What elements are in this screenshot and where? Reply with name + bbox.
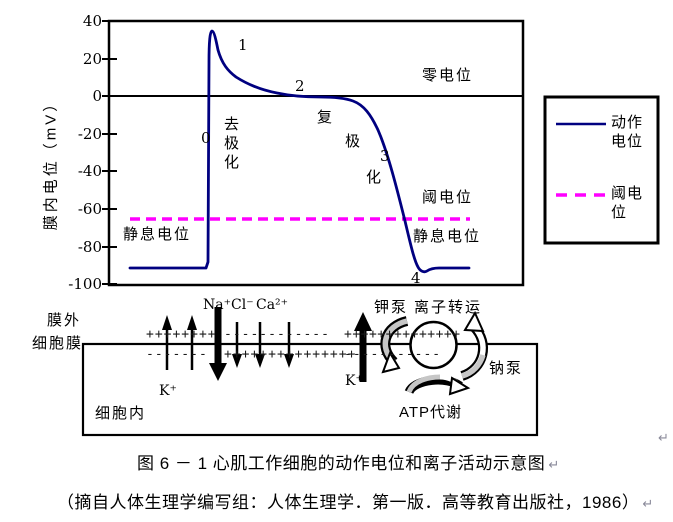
inside-cell-label: 细胞内 [95, 405, 147, 422]
figure-source: （摘自人体生理学编写组：人体生理学．第一版．高等教育出版社，1986） ↵ [57, 488, 654, 513]
figure-caption: 图 6 － 1 心肌工作细胞的动作电位和离子活动示意图 ↵ [137, 449, 560, 474]
repolarization-char-1: 复 [317, 109, 335, 126]
depolarization-label: 去极化 [222, 116, 239, 173]
legend-action-potential-label: 动作电位 [611, 114, 644, 150]
na-influx-arrow [209, 307, 227, 381]
charge-row-right-inside: ----------- [344, 347, 442, 362]
outside-membrane-label: 膜外 [47, 312, 82, 329]
y-tick-n80: -80 [77, 238, 102, 256]
ion-transport-label: 离子转运 [414, 299, 483, 316]
ca-ion-label: Ca²⁺ [256, 297, 289, 313]
atp-cycle-arrow [404, 374, 471, 396]
cell-membrane-label: 细胞膜 [32, 335, 84, 352]
y-tick-n100: -100 [68, 275, 102, 293]
sodium-pump-curved-arrow [460, 310, 488, 381]
y-tick-n40: -40 [77, 162, 102, 180]
k-pump-arrow [354, 312, 372, 382]
figure-caption-text: 图 6 － 1 心肌工作细胞的动作电位和离子活动示意图 [137, 454, 546, 473]
sodium-pump-label: 钠泵 [489, 360, 524, 377]
atp-metabolism-label: ATP代谢 [399, 404, 463, 421]
k-efflux-arrows [162, 315, 197, 370]
action-potential-curve [128, 29, 471, 274]
resting-potential-label-left: 静息电位 [123, 226, 192, 243]
legend-box [543, 95, 660, 245]
y-tick-0: 0 [92, 87, 102, 105]
threshold-potential-label: 阈电位 [422, 189, 474, 206]
zero-potential-label: 零电位 [422, 67, 474, 84]
paragraph-return-mark-caption: ↵ [548, 458, 560, 473]
y-tick-n20: -20 [77, 125, 102, 143]
y-tick-n60: -60 [77, 200, 102, 218]
potassium-pump-curved-arrow [380, 316, 409, 374]
paragraph-return-mark-source: ↵ [642, 497, 654, 512]
phase-1-label: 1 [238, 36, 248, 54]
plot-border [107, 19, 525, 287]
repolarization-char-2: 极 [345, 133, 363, 150]
phase-0-label: 0 [201, 129, 211, 147]
na-ion-label: Na⁺ [203, 297, 231, 313]
charge-row-left-inside: ------- [146, 347, 208, 362]
charge-row-mid-outside: ------------ [224, 327, 330, 342]
paragraph-return-mark-figure: ↵ [658, 431, 669, 446]
y-tick-40: 40 [82, 12, 102, 30]
charge-row-left-outside: ++++++++ [146, 327, 217, 342]
legend-threshold-label: 阈电位 [611, 185, 644, 221]
y-tick-20: 20 [82, 50, 102, 68]
charge-row-mid-inside: +++++++++++++++ [224, 347, 357, 362]
phase-2-label: 2 [295, 77, 305, 95]
y-axis-title: 膜内电位（mV） [42, 93, 60, 231]
k-ion-label-left: K⁺ [159, 383, 177, 399]
phase-3-label: 3 [380, 147, 390, 165]
figure-source-text: （摘自人体生理学编写组：人体生理学．第一版．高等教育出版社，1986） [57, 493, 640, 512]
charge-row-right-outside: ++++++++++++++ [344, 327, 461, 342]
cl-ion-label: Cl⁻ [231, 297, 254, 313]
cell-box [81, 342, 539, 437]
phase-4-label: 4 [411, 269, 421, 287]
ion-influx-arrows [232, 322, 294, 368]
potassium-pump-label: 钾泵 [374, 299, 409, 316]
ion-transporter-circle [409, 320, 458, 370]
resting-potential-label-right: 静息电位 [413, 228, 482, 245]
k-ion-label-right: K⁺ [345, 373, 363, 389]
repolarization-char-3: 化 [366, 169, 384, 186]
